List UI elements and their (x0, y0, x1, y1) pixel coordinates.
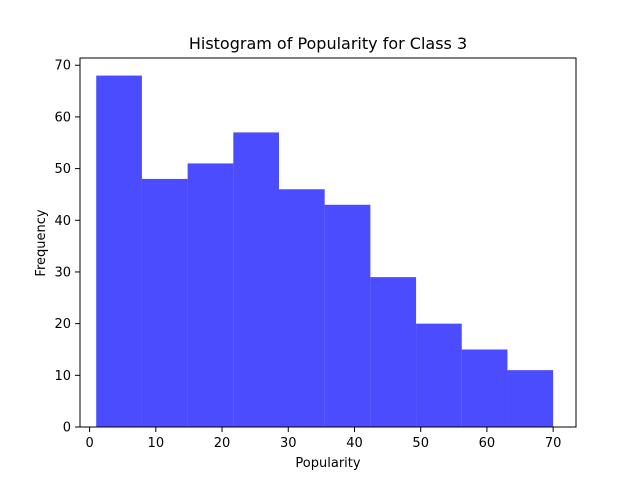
chart-title: Histogram of Popularity for Class 3 (189, 34, 467, 53)
x-tick-label: 60 (479, 436, 496, 451)
histogram-bar (324, 204, 371, 427)
x-axis-ticks: 0 10 20 30 40 50 60 70 (85, 427, 561, 451)
y-tick-label: 10 (54, 369, 71, 384)
y-tick-label: 30 (54, 265, 71, 280)
histogram-bar (370, 277, 417, 427)
x-tick-label: 70 (545, 436, 562, 451)
y-tick-label: 70 (54, 59, 71, 74)
plot-frame (79, 57, 577, 428)
y-tick-label: 50 (54, 162, 71, 177)
bars-group (96, 75, 554, 428)
x-tick-label: 0 (85, 436, 93, 451)
y-tick-label: 40 (54, 214, 71, 229)
x-tick-label: 20 (214, 436, 231, 451)
x-tick-label: 10 (148, 436, 165, 451)
histogram-bar (233, 132, 279, 427)
x-tick-label: 30 (280, 436, 297, 451)
y-axis-ticks: 0 10 20 30 40 50 60 70 (54, 59, 80, 436)
histogram-bar (278, 189, 325, 427)
histogram-bar (507, 370, 554, 427)
histogram-bar (141, 178, 188, 427)
y-tick-label: 0 (63, 421, 71, 436)
x-axis-label: Popularity (295, 456, 360, 471)
y-tick-label: 60 (54, 110, 71, 125)
y-axis-label: Frequency (34, 209, 49, 276)
y-tick-label: 20 (54, 317, 71, 332)
histogram-bar (461, 349, 508, 427)
x-tick-label: 50 (412, 436, 429, 451)
x-tick-label: 40 (346, 436, 363, 451)
histogram-bar (416, 323, 462, 427)
histogram-bar (96, 75, 142, 428)
histogram-bar (187, 163, 234, 427)
